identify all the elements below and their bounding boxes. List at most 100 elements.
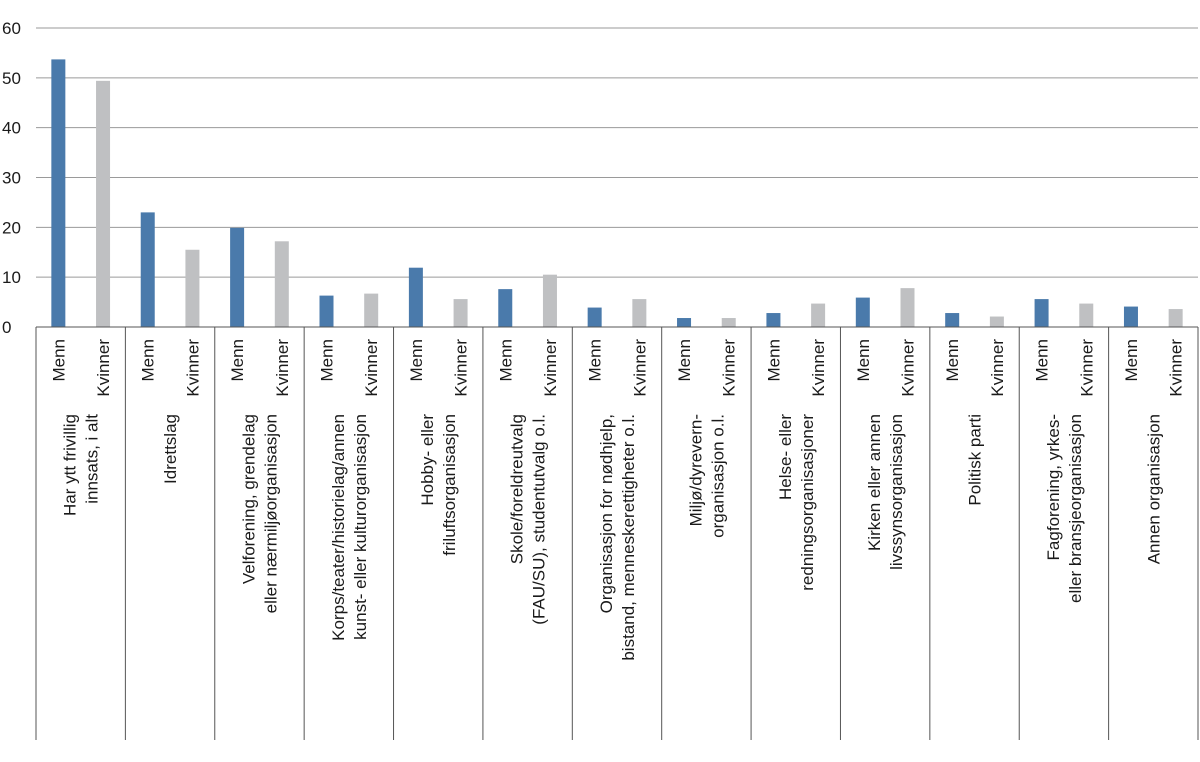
bar-kvinner: [185, 249, 200, 327]
category-label: Kirken eller annen livssynsorganisasjon: [865, 414, 906, 570]
y-tick-label: 30: [2, 169, 21, 188]
category-label-line: bistand, menneskerettigheter o.l.: [619, 414, 638, 661]
sub-label-menn: Menn: [1033, 339, 1052, 382]
category-label: Hobby- eller friluftsorganisasjon: [418, 414, 459, 556]
y-tick-label: 10: [2, 268, 21, 287]
category-label: Har ytt frivillig innsats, i alt: [61, 414, 102, 516]
category-label-line: Miljø/dyrevern-: [686, 414, 705, 526]
y-tick-label: 20: [2, 218, 21, 237]
bar-menn: [766, 313, 781, 327]
category-label-line: Skole/foreldreutvalg: [508, 414, 527, 564]
bar-menn: [855, 297, 870, 327]
bar-menn: [1034, 299, 1049, 327]
bars: [51, 59, 1183, 328]
sub-label-kvinner: Kvinner: [1077, 339, 1096, 397]
category-label-line: Helse- eller: [776, 414, 795, 500]
bar-menn: [319, 295, 334, 327]
bar-kvinner: [900, 288, 915, 327]
sub-label-menn: Menn: [228, 339, 247, 382]
bar-kvinner: [989, 316, 1004, 327]
category-label-line: Fagforening, yrkes-: [1044, 414, 1063, 560]
category-label: Organisasjon for nødhjelp, bistand, menne…: [597, 414, 638, 661]
category-label-line: Politisk parti: [966, 414, 985, 506]
category-label: Idrettslag: [161, 414, 180, 484]
category-label-line: Velforening, grendelag: [239, 414, 258, 584]
bar-kvinner: [364, 293, 379, 327]
category-label-line: Idrettslag: [161, 414, 180, 484]
category-label-line: kunst- eller kulturorganisasjon: [351, 414, 370, 640]
sub-label-kvinner: Kvinner: [362, 339, 381, 397]
sub-label-menn: Menn: [407, 339, 426, 382]
bar-menn: [498, 289, 513, 327]
category-label: Fagforening, yrkes-eller bransjeorganisa…: [1044, 414, 1085, 603]
category-label: Helse- eller redningsorganisasjoner: [776, 414, 817, 591]
sub-label-menn: Menn: [943, 339, 962, 382]
sub-label-menn: Menn: [1122, 339, 1141, 382]
y-tick-label: 50: [2, 69, 21, 88]
category-label-line: (FAU/SU), studentutvalg o.l.: [530, 414, 549, 625]
sub-label-kvinner: Kvinner: [630, 339, 649, 397]
sub-label-kvinner: Kvinner: [273, 339, 292, 397]
category-label: Korps/teater/historielag/annen kunst- ell…: [329, 414, 370, 641]
bar-kvinner: [811, 303, 826, 327]
bar-menn: [140, 212, 155, 327]
sub-label-menn: Menn: [318, 339, 337, 382]
y-tick-label: 0: [2, 318, 11, 337]
bar-kvinner: [96, 80, 111, 327]
bar-kvinner: [274, 241, 289, 327]
sub-label-menn: Menn: [675, 339, 694, 382]
category-label-line: Hobby- eller: [418, 414, 437, 506]
bar-kvinner: [632, 299, 647, 327]
sub-label-menn: Menn: [586, 339, 605, 382]
category-label: Annen organisasjon: [1144, 414, 1163, 564]
category-labels: Har ytt frivillig innsats, i alt Idrettsla…: [61, 414, 1164, 661]
sub-label-menn: Menn: [139, 339, 158, 382]
x-axis: [35, 326, 1199, 740]
bar-kvinner: [542, 274, 557, 327]
category-label: Skole/foreldreutvalg (FAU/SU), studentutv…: [508, 414, 549, 625]
category-label-line: redningsorganisasjoner: [798, 414, 817, 591]
category-label-line: innsats, i alt: [83, 414, 102, 504]
sub-label-kvinner: Kvinner: [1167, 339, 1186, 397]
category-label: Velforening, grendelag eller nærmiljøorga…: [239, 414, 280, 613]
bar-kvinner: [1079, 303, 1094, 327]
sub-label-kvinner: Kvinner: [720, 339, 739, 397]
category-label-line: Korps/teater/historielag/annen: [329, 414, 348, 641]
bar-menn: [677, 318, 692, 327]
category-label-line: Har ytt frivillig: [61, 414, 80, 516]
category-label-line: Kirken eller annen: [865, 414, 884, 551]
sub-label-menn: Menn: [854, 339, 873, 382]
bar-menn: [587, 307, 602, 327]
category-label-line: Organisasjon for nødhjelp,: [597, 414, 616, 613]
bar-menn: [230, 227, 245, 327]
category-label-line: eller bransjeorganisasjon: [1066, 414, 1085, 603]
sub-category-labels: Menn Kvinner Menn Kvinner Menn Kvinner Menn Kvi…: [49, 339, 1185, 397]
sub-label-kvinner: Kvinner: [809, 339, 828, 397]
bar-kvinner: [453, 299, 468, 327]
sub-label-kvinner: Kvinner: [94, 339, 113, 397]
bar-kvinner: [721, 318, 736, 327]
y-tick-label: 40: [2, 119, 21, 138]
category-label-line: organisasjon o.l.: [708, 414, 727, 538]
bar-menn: [408, 267, 423, 327]
sub-label-kvinner: Kvinner: [541, 339, 560, 397]
y-tick-label: 60: [2, 19, 21, 38]
sub-label-menn: Menn: [496, 339, 515, 382]
category-label: Politisk parti: [966, 414, 985, 506]
category-label-line: friluftsorganisasjon: [440, 414, 459, 556]
sub-label-kvinner: Kvinner: [183, 339, 202, 397]
sub-label-kvinner: Kvinner: [899, 339, 918, 397]
bar-menn: [945, 313, 960, 327]
category-label-line: Annen organisasjon: [1144, 414, 1163, 564]
sub-label-menn: Menn: [49, 339, 68, 382]
category-label-line: eller nærmiljøorganisasjon: [261, 414, 280, 613]
sub-label-kvinner: Kvinner: [988, 339, 1007, 397]
bar-menn: [1123, 306, 1138, 327]
gridlines: [36, 27, 1198, 278]
y-axis-ticks: 0 10 20 30 40 50 60: [2, 19, 21, 337]
sub-label-menn: Menn: [764, 339, 783, 382]
bar-kvinner: [1168, 309, 1183, 327]
sub-label-kvinner: Kvinner: [452, 339, 471, 397]
category-label-line: livssynsorganisasjon: [887, 414, 906, 570]
